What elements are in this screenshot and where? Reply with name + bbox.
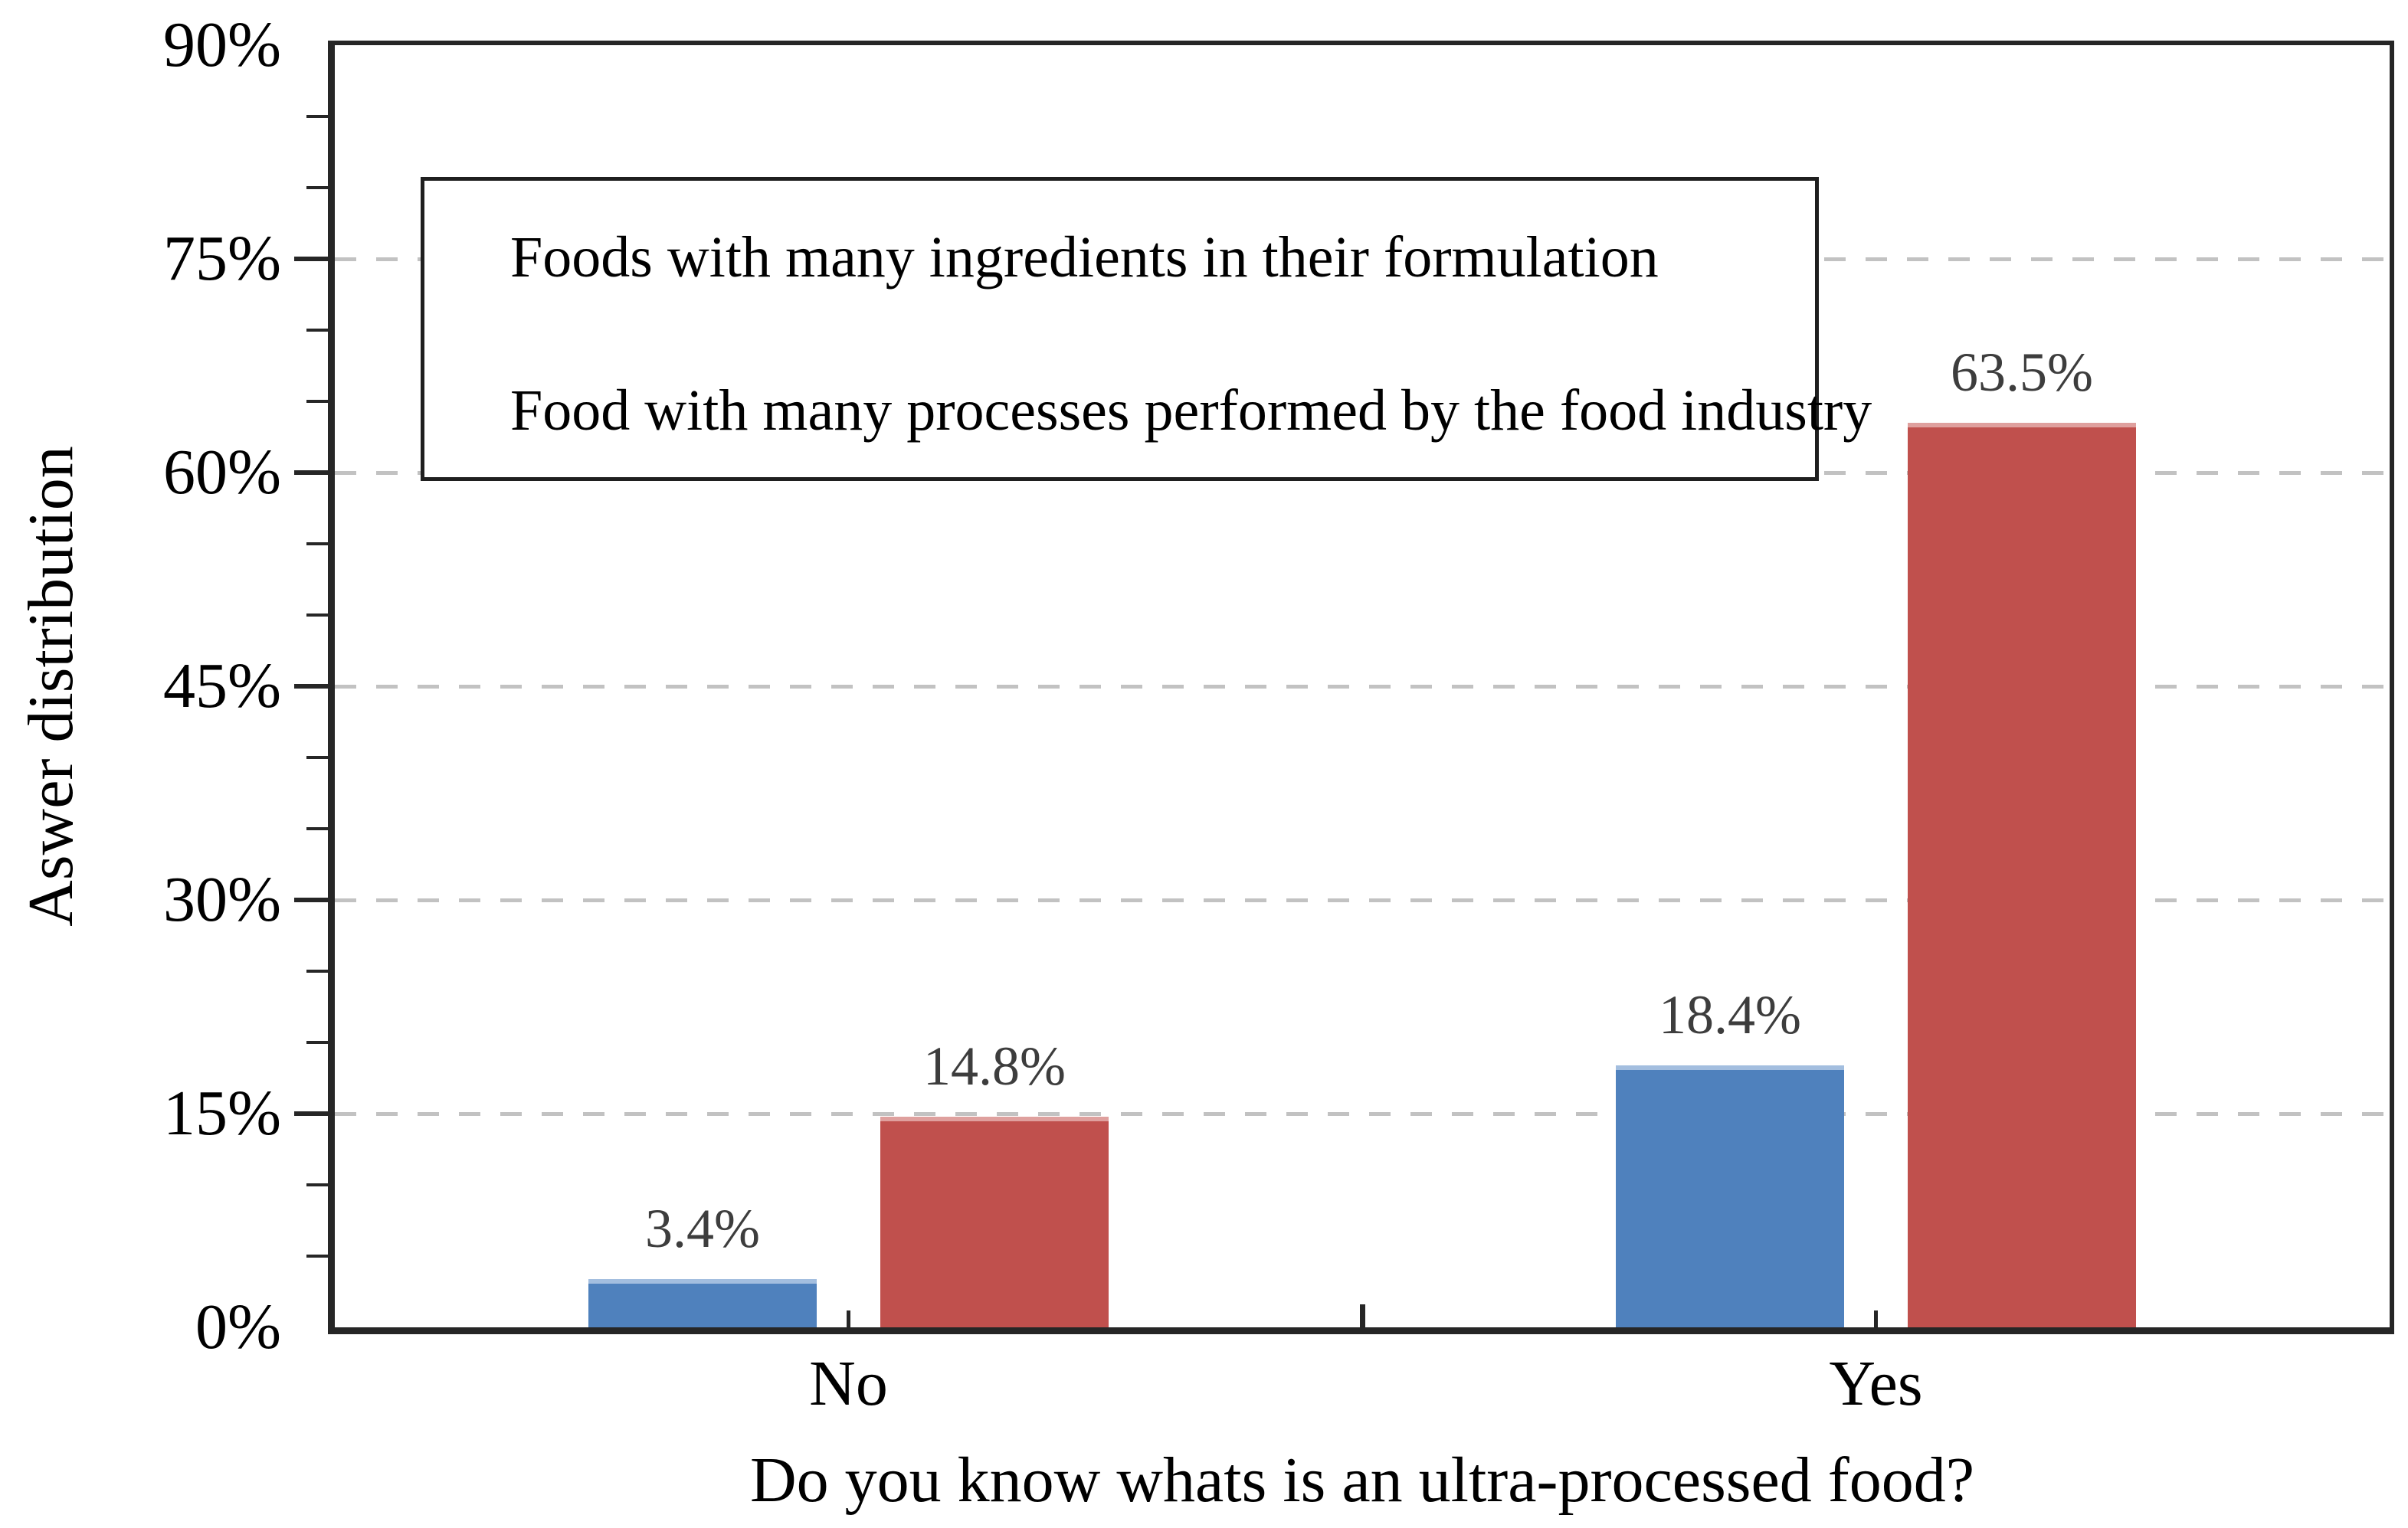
y-axis-tick-label-75%: 75% <box>163 223 281 294</box>
y-minor-tick-20pct <box>306 1041 328 1044</box>
legend-swatch-blue <box>469 243 498 272</box>
y-major-tick-30pct <box>294 898 328 902</box>
x-major-tick-category-boundary <box>1359 1304 1365 1327</box>
y-major-tick-15pct <box>294 1111 328 1116</box>
y-axis-tick-label-0%: 0% <box>195 1291 281 1363</box>
legend-entry-series-1: Foods with many ingredients in their for… <box>469 227 1659 288</box>
y-axis-title: Aswer distribution <box>15 446 87 927</box>
y-axis-tick-label-45%: 45% <box>163 650 281 721</box>
legend-box: Foods with many ingredients in their for… <box>421 177 1872 481</box>
data-label-no-series-2: 14.8% <box>923 1036 1066 1097</box>
x-axis-category-label-yes: Yes <box>1829 1348 1923 1419</box>
y-axis-tick-label-15%: 15% <box>163 1078 281 1149</box>
bar-top-highlight <box>1908 423 2136 427</box>
bar-no-series-1 <box>588 1279 817 1327</box>
bar-top-highlight <box>1616 1065 1844 1070</box>
y-minor-tick-35pct <box>306 827 328 830</box>
y-minor-tick-10pct <box>306 1183 328 1186</box>
plot-area: Aswer distribution Do you know whats is … <box>15 9 2394 1516</box>
y-axis-tick-label-30%: 30% <box>163 864 281 935</box>
y-minor-tick-70pct <box>306 329 328 332</box>
y-axis-tick-label-60%: 60% <box>163 437 281 508</box>
gridline-15pct <box>335 1112 2390 1116</box>
gridline-45pct <box>335 685 2390 689</box>
bar-top-highlight <box>880 1117 1109 1121</box>
y-minor-tick-85pct <box>306 115 328 118</box>
y-minor-tick-65pct <box>306 400 328 403</box>
bar-yes-series-1 <box>1616 1065 1844 1327</box>
data-label-no-series-1: 3.4% <box>645 1198 760 1259</box>
y-minor-tick-5pct <box>306 1255 328 1258</box>
data-label-yes-series-1: 18.4% <box>1659 984 1801 1045</box>
x-minor-tick-no <box>847 1310 850 1327</box>
bar-top-highlight <box>588 1279 817 1284</box>
data-label-yes-series-2: 63.5% <box>1951 342 2093 403</box>
y-major-tick-45pct <box>294 684 328 689</box>
y-axis-tick-label-90%: 90% <box>163 9 281 80</box>
y-minor-tick-55pct <box>306 542 328 545</box>
legend-swatch-red <box>469 396 498 425</box>
y-major-tick-60pct <box>294 470 328 475</box>
y-major-tick-75pct <box>294 257 328 261</box>
gridline-30pct <box>335 898 2390 902</box>
x-minor-tick-yes <box>1874 1310 1878 1327</box>
x-axis-category-label-no: No <box>809 1348 888 1419</box>
legend-entry-series-2: Food with many processes performed by th… <box>469 380 1872 441</box>
y-minor-tick-50pct <box>306 613 328 617</box>
x-axis-title: Do you know whats is an ultra-processed … <box>750 1445 1974 1516</box>
legend-label-series-2: Food with many processes performed by th… <box>510 378 1872 443</box>
bar-yes-series-2 <box>1908 423 2136 1327</box>
y-minor-tick-25pct <box>306 970 328 973</box>
y-minor-tick-40pct <box>306 756 328 759</box>
y-minor-tick-80pct <box>306 186 328 189</box>
legend-label-series-1: Foods with many ingredients in their for… <box>510 225 1659 290</box>
bar-no-series-2 <box>880 1117 1109 1327</box>
